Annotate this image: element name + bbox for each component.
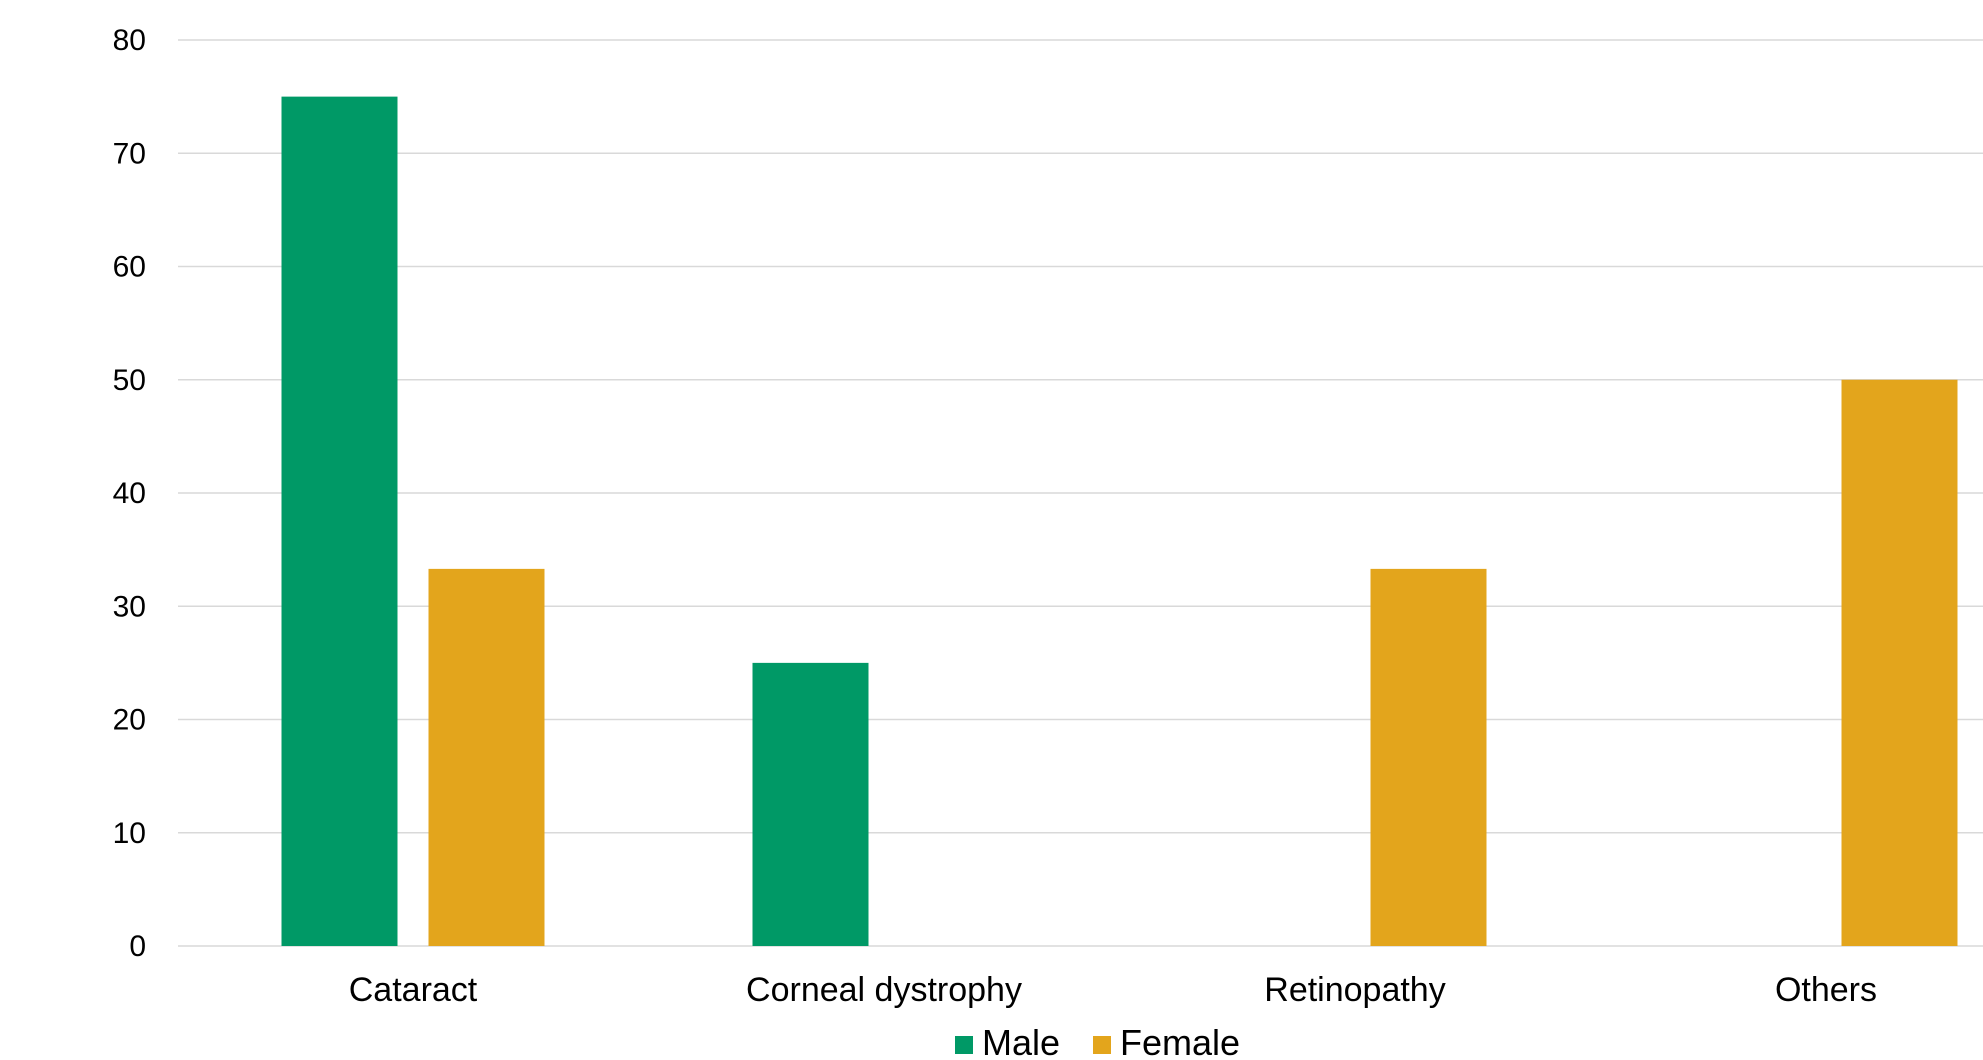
bar-male-corneal-dystrophy xyxy=(752,662,869,946)
bars xyxy=(281,96,1958,946)
bar-female-cataract xyxy=(428,568,545,946)
x-axis-categories: Cataract Corneal dystrophy Retinopathy Othe… xyxy=(349,971,1877,1009)
bar-male-cataract xyxy=(281,96,398,946)
bar-female-others xyxy=(1841,379,1958,946)
y-tick-label: 10 xyxy=(113,817,146,850)
y-tick-label: 20 xyxy=(113,704,146,737)
x-category-label: Cataract xyxy=(349,971,478,1009)
y-tick-label: 40 xyxy=(113,477,146,510)
y-tick-label: 80 xyxy=(113,24,146,57)
legend: Male Female xyxy=(955,1022,1240,1060)
x-category-label: Corneal dystrophy xyxy=(746,971,1022,1009)
legend-swatch-female xyxy=(1093,1036,1111,1054)
x-category-label: Retinopathy xyxy=(1264,971,1445,1009)
y-tick-label: 60 xyxy=(113,251,146,284)
y-tick-label: 70 xyxy=(113,137,146,170)
x-category-label: Others xyxy=(1775,971,1877,1009)
y-tick-label: 50 xyxy=(113,364,146,397)
y-axis-ticks: 0 10 20 30 40 50 60 70 80 xyxy=(113,24,146,963)
y-tick-label: 30 xyxy=(113,590,146,623)
legend-swatch-male xyxy=(955,1036,973,1054)
bar-female-retinopathy xyxy=(1370,568,1487,946)
legend-label-female: Female xyxy=(1120,1022,1240,1060)
legend-label-male: Male xyxy=(982,1022,1060,1060)
y-tick-label: 0 xyxy=(129,930,146,963)
